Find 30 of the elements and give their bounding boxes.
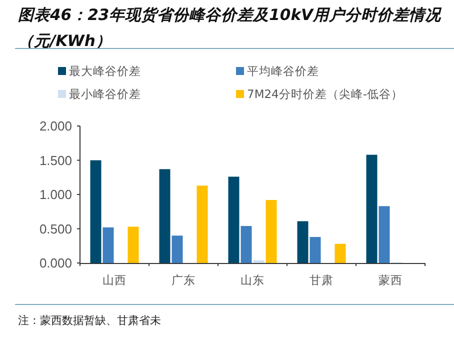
text: 注：蒙西数据暂缺、甘肃省未 xyxy=(18,313,161,328)
bar xyxy=(128,226,139,263)
bar xyxy=(334,244,346,263)
legend-label: 7M24分时价差（尖峰-低谷） xyxy=(247,87,404,101)
bar xyxy=(172,236,183,263)
x-tick-label: 山西 xyxy=(102,273,126,287)
x-tick-label: 山东 xyxy=(240,273,264,287)
bar xyxy=(90,160,102,263)
bar xyxy=(159,169,170,263)
legend-label: 最大峰谷价差 xyxy=(69,64,141,78)
x-tick-label: 蒙西 xyxy=(378,273,402,287)
y-tick-label: 0.000 xyxy=(39,256,72,270)
bar xyxy=(266,200,277,263)
bar xyxy=(196,186,208,263)
bar xyxy=(297,221,308,263)
y-tick-label: 1.500 xyxy=(39,152,72,168)
y-tick-label: 0.500 xyxy=(39,221,72,236)
bar xyxy=(102,227,114,263)
bar xyxy=(253,260,264,263)
x-tick-label: 甘肃 xyxy=(310,273,334,287)
bar xyxy=(228,176,240,263)
legend-label: 平均峰谷价差 xyxy=(247,64,319,78)
bar xyxy=(310,236,321,263)
x-tick-label: 广东 xyxy=(172,273,196,287)
bar xyxy=(366,154,378,263)
y-tick-label: 1.000 xyxy=(39,187,72,202)
bar xyxy=(240,226,252,263)
y-tick-label: 2.000 xyxy=(39,118,72,134)
legend-label: 最小峰谷价差 xyxy=(69,87,141,101)
bar xyxy=(378,206,390,263)
